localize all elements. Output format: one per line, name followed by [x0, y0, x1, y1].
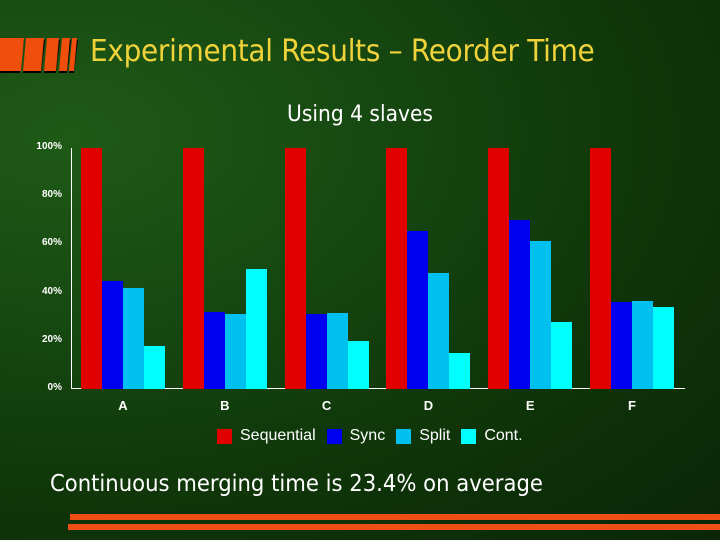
bar-d-sync: [407, 231, 429, 389]
legend-label: Sync: [349, 427, 386, 444]
bar-b-sync: [203, 311, 225, 389]
bar-f-split: [632, 301, 653, 389]
chart-legend: Sequential Sync Split Cont.: [217, 427, 534, 445]
legend-label: Split: [419, 427, 451, 444]
bar-b-split: [224, 314, 246, 389]
bar-c-sync: [305, 314, 327, 389]
y-tick-label: 0%: [47, 382, 62, 393]
legend-label: Cont.: [484, 427, 523, 444]
bar-d-cont: [449, 352, 471, 389]
title-decoration-icon: [0, 38, 78, 73]
x-tick-label: B: [220, 398, 230, 413]
y-tick-label: 80%: [41, 189, 62, 201]
x-axis-line: [71, 388, 685, 389]
y-axis-line: [71, 148, 72, 389]
legend-item-cont: Cont.: [461, 427, 523, 445]
bar-f-sync: [611, 302, 632, 389]
bar-e-sequential: [488, 148, 510, 389]
y-tick-label: 100%: [36, 141, 62, 152]
bar-f-sequential: [590, 148, 611, 389]
legend-swatch-icon: [326, 428, 342, 444]
chart-subtitle: Using 4 slaves: [287, 102, 433, 127]
bar-e-cont: [551, 321, 573, 389]
bar-f-cont: [653, 307, 674, 389]
bottom-decoration-line-1: [70, 514, 720, 520]
x-tick-label: F: [628, 398, 636, 413]
slide-title: Experimental Results – Reorder Time: [90, 34, 595, 69]
x-tick-label: C: [321, 398, 332, 413]
x-tick-label: E: [525, 398, 535, 413]
bar-a-sync: [102, 280, 123, 389]
bar-a-cont: [144, 345, 165, 389]
bar-e-split: [530, 240, 552, 389]
bar-e-sync: [509, 220, 531, 389]
legend-item-sequential: Sequential: [217, 427, 316, 445]
bar-a-sequential: [81, 148, 102, 389]
footnote-text: Continuous merging time is 23.4% on aver…: [50, 471, 543, 497]
legend-item-split: Split: [396, 427, 450, 445]
legend-swatch-icon: [396, 428, 412, 444]
bottom-decoration-line-2: [68, 524, 720, 530]
legend-item-sync: Sync: [326, 427, 386, 445]
bar-c-split: [326, 313, 348, 389]
bar-d-split: [428, 273, 450, 389]
bar-b-cont: [245, 268, 267, 389]
y-tick-label: 60%: [41, 237, 62, 249]
legend-swatch-icon: [217, 428, 232, 444]
x-tick-label: A: [118, 398, 128, 413]
legend-swatch-icon: [461, 428, 477, 444]
x-tick-label: D: [423, 398, 434, 413]
bar-b-sequential: [182, 148, 204, 389]
legend-label: Sequential: [240, 427, 316, 444]
bar-a-split: [123, 287, 144, 389]
y-tick-label: 20%: [41, 333, 62, 345]
bar-c-sequential: [284, 148, 306, 389]
y-tick-label: 40%: [41, 285, 62, 297]
bar-d-sequential: [386, 148, 408, 389]
bar-c-cont: [347, 340, 369, 389]
